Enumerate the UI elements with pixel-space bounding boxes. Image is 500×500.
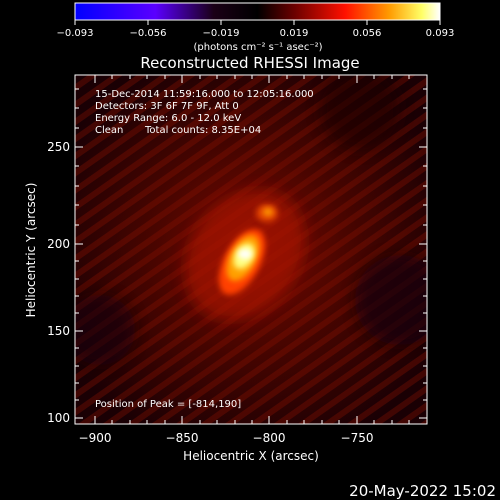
info-energy-range: Energy Range: 6.0 - 12.0 keV <box>95 113 241 124</box>
colorbar-tick-label: 0.093 <box>426 28 455 39</box>
colorbar-units: (photons cm⁻² s⁻¹ asec⁻²) <box>193 42 322 53</box>
colorbar-tick-label: −0.056 <box>129 28 166 39</box>
y-ticks <box>75 88 427 419</box>
colorbar-gradient <box>74 2 441 21</box>
info-total-counts: Total counts: 8.35E+04 <box>144 125 261 136</box>
image-content <box>75 75 427 424</box>
y-tick-label: 200 <box>47 237 70 251</box>
colorbar: −0.093 −0.056 −0.019 0.019 0.056 0.093 (… <box>56 2 455 53</box>
y-tick-label: 250 <box>47 140 70 154</box>
colorbar-tick-label: −0.093 <box>56 28 93 39</box>
x-tick-label: −750 <box>341 431 374 445</box>
colorbar-ticks <box>74 20 441 25</box>
x-axis-label: Heliocentric X (arcsec) <box>183 449 319 463</box>
plot-frame <box>74 74 428 425</box>
info-time-range: 15-Dec-2014 11:59:16.000 to 12:05:16.000 <box>95 89 314 100</box>
info-method: Clean <box>95 125 123 136</box>
x-tick-label: −900 <box>79 431 112 445</box>
title-area: Reconstructed RHESSI Image <box>140 54 359 72</box>
plot-title: Reconstructed RHESSI Image <box>140 54 359 72</box>
peak-position-label: Position of Peak = [-814,190] <box>95 399 241 410</box>
x-tick-label: −850 <box>166 431 199 445</box>
y-tick-label: 150 <box>47 324 70 338</box>
x-ticks <box>94 75 410 424</box>
colorbar-tick-label: −0.019 <box>202 28 239 39</box>
y-axis-label: Heliocentric Y (arcsec) <box>24 183 38 318</box>
y-tick-label: 100 <box>47 411 70 425</box>
info-detectors: Detectors: 3F 6F 7F 9F, Att 0 <box>95 101 239 112</box>
colorbar-tick-label: 0.019 <box>280 28 309 39</box>
colorbar-tick-label: 0.056 <box>353 28 382 39</box>
x-tick-label: −800 <box>253 431 286 445</box>
timestamp: 20-May-2022 15:02 <box>349 482 496 500</box>
